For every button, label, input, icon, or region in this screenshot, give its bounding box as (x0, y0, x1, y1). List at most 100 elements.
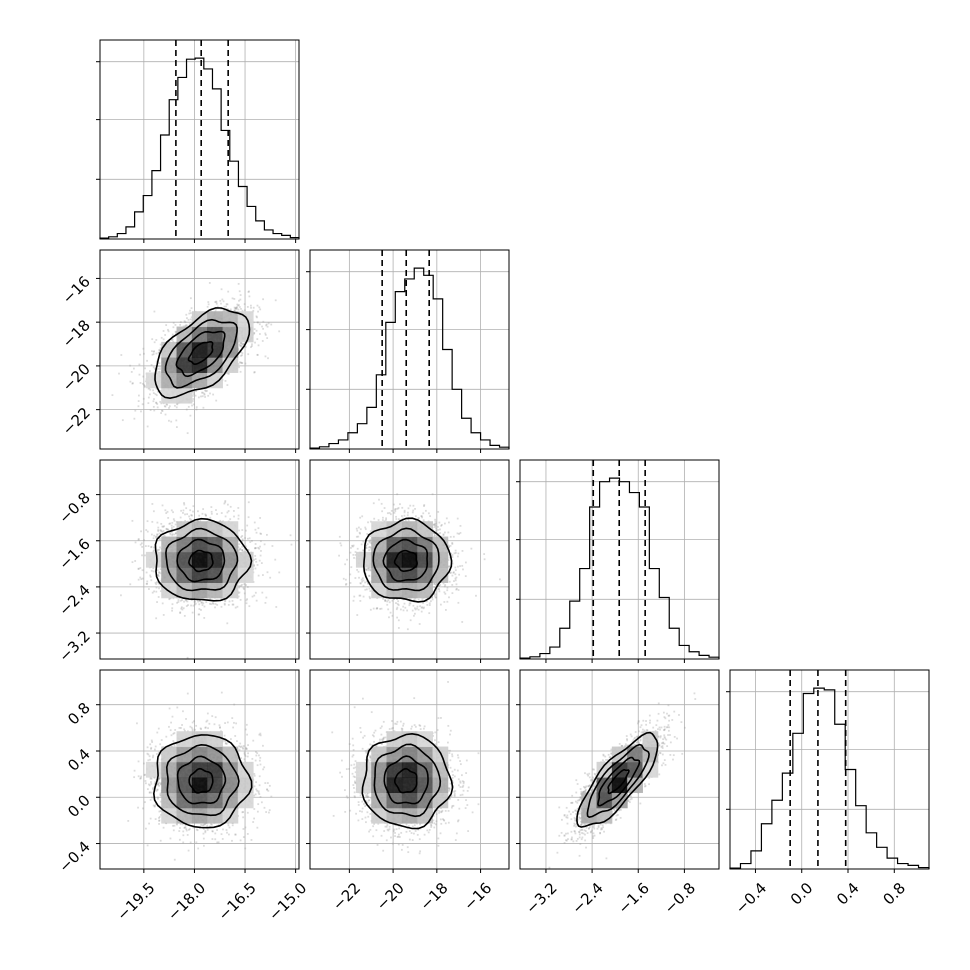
scatter-point (197, 600, 200, 603)
scatter-point (240, 536, 243, 539)
scatter-point (241, 545, 244, 548)
scatter-point (238, 543, 241, 546)
scatter-point (227, 510, 230, 512)
scatter-point (216, 513, 218, 515)
scatter-point (210, 512, 213, 515)
scatter-point (152, 405, 155, 408)
axes-frame (99, 249, 300, 450)
scatter-point (239, 342, 242, 344)
histogram-step (519, 477, 720, 659)
scatter-point (265, 324, 268, 327)
scatter-point (245, 529, 247, 532)
scatter-point (197, 613, 200, 616)
scatter-point (220, 288, 223, 291)
scatter-point (159, 343, 162, 346)
scatter-point (150, 579, 153, 582)
scatter-point (161, 530, 164, 533)
scatter-point (118, 372, 120, 375)
scatter-point (133, 417, 136, 420)
scatter-point (197, 396, 200, 399)
scatter-point (250, 346, 252, 349)
scatter-point (256, 304, 259, 307)
scatter-point (161, 504, 164, 507)
scatter-point (174, 332, 177, 335)
scatter-point (269, 576, 272, 579)
scatter-point (211, 602, 214, 604)
scatter-point (157, 573, 160, 576)
scatter-point (184, 325, 187, 327)
scatter-point (149, 370, 151, 372)
scatter-point (159, 400, 162, 403)
scatter-point (201, 395, 204, 398)
scatter-point (185, 324, 188, 327)
scatter-point (162, 525, 165, 528)
scatter-point (162, 529, 165, 532)
histogram-step (309, 267, 510, 449)
scatter-point (179, 611, 182, 614)
scatter-point (247, 549, 250, 551)
scatter-point (254, 543, 257, 545)
scatter-point (228, 600, 231, 603)
panel-content (111, 282, 281, 435)
scatter-point (158, 351, 161, 354)
scatter-point (155, 583, 158, 586)
scatter-point (240, 584, 242, 587)
scatter-point (157, 352, 160, 354)
scatter-point (186, 432, 189, 435)
scatter-point (167, 330, 170, 333)
scatter-point (152, 366, 155, 369)
scatter-point (215, 302, 218, 305)
y-tick-label: −18 (59, 316, 94, 351)
scatter-point (157, 530, 160, 533)
axes-frame (729, 669, 930, 870)
scatter-point (262, 298, 265, 301)
scatter-point (175, 426, 178, 428)
scatter-point (237, 363, 240, 365)
scatter-point (166, 510, 169, 513)
scatter-point (189, 309, 191, 312)
scatter-point (237, 517, 240, 520)
scatter-point (252, 309, 255, 312)
scatter-point (251, 343, 253, 346)
scatter-point (253, 328, 256, 331)
scatter-point (194, 600, 196, 603)
scatter-point (238, 343, 241, 346)
scatter-point (162, 338, 165, 341)
density-cell (145, 372, 162, 389)
scatter-point (194, 394, 197, 397)
scatter-point (243, 303, 246, 306)
scatter-point (264, 332, 267, 335)
scatter-point (259, 308, 262, 311)
scatter-point (159, 368, 162, 370)
scatter-point (238, 529, 241, 532)
scatter-point (151, 338, 154, 341)
scatter-point (257, 546, 260, 549)
scatter-point (157, 370, 160, 373)
scatter-point (190, 604, 192, 607)
scatter-point (145, 582, 148, 585)
scatter-point (170, 530, 173, 533)
scatter-point (240, 354, 242, 357)
scatter-point (256, 321, 259, 324)
x-tick-label: −0.4 (732, 879, 770, 917)
scatter-point (256, 353, 259, 356)
scatter-point (244, 362, 247, 365)
scatter-point (204, 389, 206, 392)
scatter-point (197, 520, 199, 523)
scatter-point (265, 323, 268, 326)
scatter-point (191, 611, 194, 614)
scatter-point (239, 548, 242, 551)
scatter-point (241, 362, 244, 364)
scatter-point (133, 367, 135, 370)
scatter-point (231, 603, 234, 606)
scatter-point (239, 344, 242, 347)
scatter-point (202, 391, 204, 394)
scatter-point (243, 583, 246, 586)
scatter-point (159, 590, 162, 593)
scatter-point (171, 607, 174, 610)
scatter-point (245, 599, 248, 602)
scatter-point (140, 578, 143, 581)
scatter-point (253, 594, 256, 597)
scatter-point (199, 599, 201, 602)
scatter-point (140, 530, 142, 533)
